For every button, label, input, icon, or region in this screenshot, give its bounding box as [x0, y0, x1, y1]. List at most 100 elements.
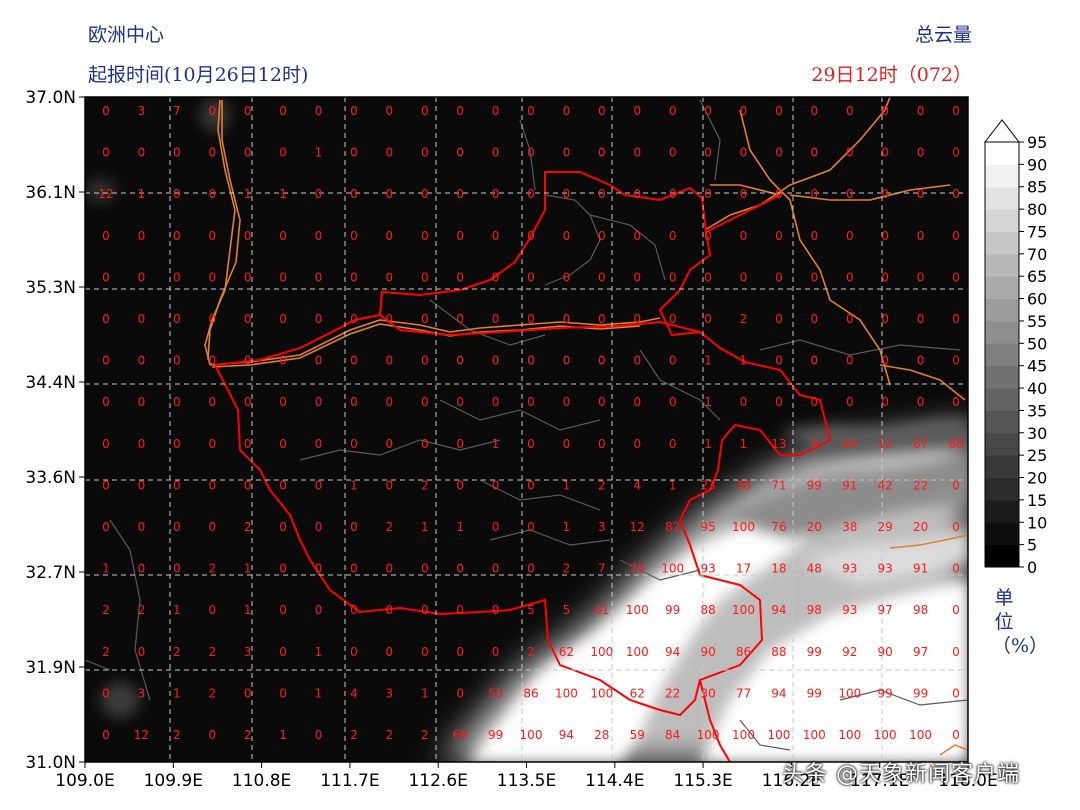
colorbar-band	[985, 499, 1019, 523]
grid-value: 0	[917, 354, 925, 368]
grid-value: 0	[102, 229, 110, 243]
grid-value: 0	[952, 354, 960, 368]
grid-value: 0	[527, 562, 535, 576]
grid-value: 0	[244, 395, 252, 409]
grid-value: 1	[315, 645, 323, 659]
lon-tick-label: 112.6E	[408, 771, 467, 791]
grid-value: 0	[102, 686, 110, 700]
grid-value: 0	[138, 478, 146, 492]
grid-value: 0	[279, 395, 287, 409]
grid-value: 0	[279, 562, 287, 576]
grid-value: 3	[598, 520, 606, 534]
grid-value: 0	[385, 187, 393, 201]
grid-value: 0	[315, 437, 323, 451]
grid-value: 4	[350, 686, 358, 700]
grid-value: 0	[492, 187, 500, 201]
grid-value: 0	[881, 104, 889, 118]
grid-value: 1	[138, 187, 146, 201]
grid-value: 2	[740, 312, 748, 326]
grid-value: 0	[492, 645, 500, 659]
grid-value: 0	[279, 104, 287, 118]
grid-value: 0	[492, 104, 500, 118]
grid-value: 0	[881, 312, 889, 326]
colorbar-band	[985, 432, 1019, 456]
grid-value: 18	[771, 562, 786, 576]
grid-value: 0	[350, 437, 358, 451]
colorbar-tick-label: 30	[1027, 424, 1047, 443]
grid-value: 0	[421, 437, 429, 451]
grid-value: 3	[138, 686, 146, 700]
grid-value: 88	[948, 437, 963, 451]
grid-value: 42	[878, 478, 893, 492]
grid-value: 0	[563, 229, 571, 243]
grid-value: 0	[208, 728, 216, 742]
grid-value-labels: 0 3 7 0 0 0 0 0 0 0 0 0 0 0 0 0 0 0 0 0 0 0 0 0 00 0 0 0 0 0 1 0 0 0 0 0 0 0 0…	[98, 104, 963, 742]
grid-value: 0	[598, 354, 606, 368]
grid-value: 28	[594, 728, 609, 742]
lon-tick-label: 117.1E	[850, 771, 909, 791]
grid-value: 0	[244, 270, 252, 284]
grid-value: 0	[456, 146, 464, 160]
grid-value: 1	[279, 728, 287, 742]
grid-value: 1	[740, 437, 748, 451]
grid-value: 0	[350, 562, 358, 576]
grid-value: 100	[626, 603, 649, 617]
grid-value: 0	[563, 354, 571, 368]
grid-value: 0	[917, 395, 925, 409]
grid-value: 0	[421, 146, 429, 160]
grid-value: 0	[173, 146, 181, 160]
grid-value: 0	[208, 270, 216, 284]
grid-value: 12	[134, 728, 149, 742]
grid-value: 0	[633, 312, 641, 326]
grid-value: 0	[138, 395, 146, 409]
grid-value: 100	[520, 728, 543, 742]
valid-time-label: 29日12时（072）	[811, 64, 972, 86]
grid-value: 0	[315, 520, 323, 534]
variable-label: 总云量	[914, 24, 972, 46]
grid-value: 0	[138, 520, 146, 534]
grid-value: 64	[842, 437, 857, 451]
grid-value: 0	[456, 312, 464, 326]
grid-value: 0	[456, 187, 464, 201]
grid-value: 2	[421, 478, 429, 492]
grid-value: 86	[523, 686, 538, 700]
grid-value: 0	[138, 437, 146, 451]
grid-value: 0	[598, 104, 606, 118]
grid-value: 0	[315, 312, 323, 326]
grid-value: 0	[173, 478, 181, 492]
grid-value: 100	[838, 728, 861, 742]
grid-value: 0	[633, 437, 641, 451]
grid-value: 0	[208, 603, 216, 617]
lat-tick-label: 31.0N	[25, 753, 76, 773]
grid-value: 0	[102, 354, 110, 368]
grid-value: 1	[740, 354, 748, 368]
grid-value: 0	[810, 229, 818, 243]
colorbar-tick-label: 20	[1027, 469, 1047, 488]
grid-value: 94	[559, 728, 574, 742]
colorbar-tick-label: 75	[1027, 222, 1047, 241]
grid-value: 0	[846, 354, 854, 368]
grid-value: 0	[952, 146, 960, 160]
grid-value: 2	[208, 686, 216, 700]
grid-value: 0	[208, 229, 216, 243]
grid-value: 0	[846, 270, 854, 284]
grid-value: 0	[102, 728, 110, 742]
grid-value: 0	[350, 645, 358, 659]
colorbar-band	[985, 388, 1019, 411]
grid-value: 0	[740, 229, 748, 243]
grid-value: 93	[878, 562, 893, 576]
grid-value: 0	[173, 520, 181, 534]
grid-value: 84	[665, 728, 680, 742]
grid-value: 0	[563, 146, 571, 160]
grid-value: 0	[173, 270, 181, 284]
colorbar-tick-label: 10	[1027, 513, 1047, 532]
grid-value: 1	[704, 395, 712, 409]
grid-value: 94	[771, 603, 786, 617]
colorbar-tick-label: 90	[1027, 155, 1047, 174]
grid-value: 0	[952, 312, 960, 326]
grid-value: 2	[421, 728, 429, 742]
grid-value: 0	[350, 520, 358, 534]
grid-value: 0	[456, 603, 464, 617]
grid-value: 0	[315, 187, 323, 201]
grid-value: 0	[173, 312, 181, 326]
